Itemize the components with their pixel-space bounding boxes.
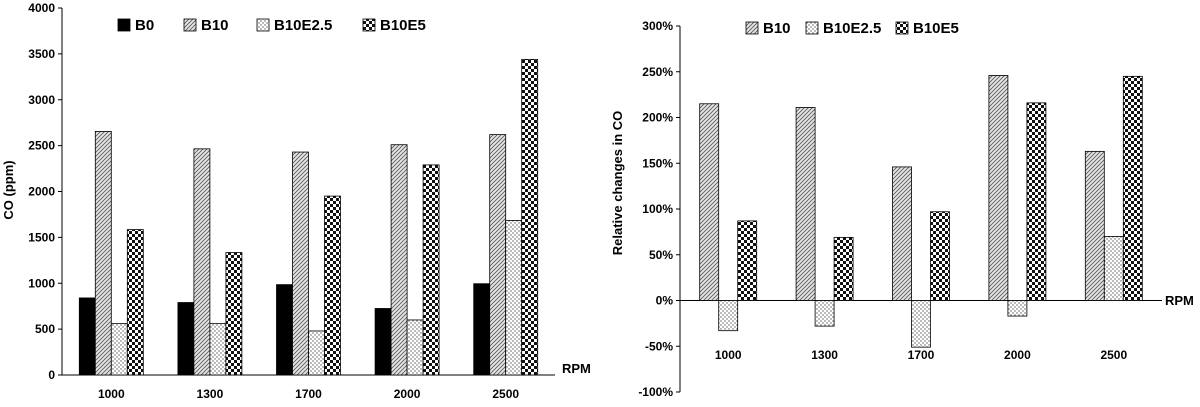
bar-b10e2-5-1300 — [814, 300, 835, 327]
bar-b10e2-5-1700 — [308, 330, 325, 376]
bar-b10-2500 — [1084, 150, 1105, 301]
bar-b10-2000 — [390, 144, 408, 376]
bar-b10e2-5-1700 — [911, 300, 931, 348]
left-x-axis-label: RPM — [562, 361, 591, 376]
y-tick-label: 50% — [649, 248, 673, 262]
legend-label-b10: B10 — [201, 17, 229, 34]
legend-label-b10e5: B10E5 — [913, 20, 959, 37]
bar-b10e5-2000 — [1026, 102, 1047, 301]
bar-b10e2-5-2500 — [505, 220, 523, 376]
x-tick-label: 2000 — [1004, 348, 1031, 362]
legend-swatch-b10e5 — [362, 18, 376, 32]
bar-b10-1000 — [699, 103, 720, 301]
bar-b0-2000 — [374, 308, 392, 376]
y-tick-label: 2500 — [28, 139, 55, 153]
bar-b10-1700 — [892, 166, 912, 301]
bar-b10e2-5-2000 — [1007, 300, 1028, 317]
y-tick-label: 300% — [642, 19, 673, 33]
bar-b10e5-2500 — [521, 58, 539, 376]
bar-b10e2-5-1000 — [110, 323, 128, 376]
bar-b10e2-5-2000 — [406, 319, 424, 376]
bar-b0-1300 — [177, 302, 195, 376]
y-tick-label: -100% — [638, 385, 673, 399]
bar-b10e5-1000 — [737, 220, 758, 301]
right-x-axis-label: RPM — [1165, 293, 1194, 308]
bar-b10e5-1300 — [225, 252, 243, 376]
y-tick-label: 500 — [35, 322, 55, 336]
y-tick-label: 150% — [642, 156, 673, 170]
y-tick-label: -50% — [645, 339, 673, 353]
legend-swatch-b0 — [117, 18, 131, 32]
bar-b10e5-2000 — [422, 164, 440, 376]
bar-b10e5-1000 — [126, 229, 144, 376]
bar-b10e2-5-1000 — [718, 300, 739, 332]
bar-b10e5-1700 — [324, 195, 341, 376]
y-tick-label: 250% — [642, 65, 673, 79]
x-tick-label: 1300 — [197, 387, 224, 401]
legend-label-b0: B0 — [135, 17, 154, 34]
bar-b0-2500 — [473, 283, 491, 376]
y-tick-label: 200% — [642, 111, 673, 125]
bar-b10e2-5-1300 — [209, 323, 227, 376]
legend-label-b10: B10 — [763, 20, 791, 37]
bar-b10-1300 — [795, 107, 816, 301]
bar-b10e5-1300 — [833, 236, 854, 301]
x-tick-label: 2500 — [1100, 348, 1127, 362]
x-tick-label: 1700 — [908, 348, 935, 362]
x-tick-label: 2000 — [394, 387, 421, 401]
left-y-axis-label: CO (ppm) — [1, 160, 16, 219]
co-ppm-chart: CO (ppm) RPM 0 500 1000 1500 2000 2500 3000 350… — [1, 1, 591, 401]
legend-swatch-b10e2-5 — [805, 21, 819, 35]
bar-b0-1700 — [276, 284, 293, 376]
x-tick-label: 1000 — [715, 348, 742, 362]
bar-b10-2000 — [988, 75, 1009, 301]
y-tick-label: 2000 — [28, 185, 55, 199]
x-tick-label: 1700 — [295, 387, 322, 401]
y-tick-label: 0 — [48, 368, 55, 382]
bar-b10-1300 — [193, 148, 211, 376]
legend-label-b10e5: B10E5 — [380, 17, 426, 34]
bar-b10e5-2500 — [1122, 75, 1143, 301]
bar-b10-2500 — [489, 134, 507, 376]
y-tick-label: 1500 — [28, 230, 55, 244]
y-tick-label: 0% — [656, 294, 674, 308]
x-tick-label: 1000 — [98, 387, 125, 401]
y-tick-label: 3500 — [28, 47, 55, 61]
legend-swatch-b10e5 — [895, 21, 909, 35]
bar-b0-1000 — [78, 297, 96, 376]
x-tick-label: 2500 — [492, 387, 519, 401]
relative-change-chart: Relative changes in CO RPM -100% -50% 0% 50… — [610, 19, 1194, 399]
x-tick-label: 1300 — [811, 348, 838, 362]
y-tick-label: 3000 — [28, 93, 55, 107]
legend-swatch-b10 — [183, 18, 197, 32]
y-tick-label: 4000 — [28, 1, 55, 15]
legend-swatch-b10e2-5 — [256, 18, 270, 32]
right-y-axis-label: Relative changes in CO — [610, 111, 625, 256]
bar-b10e5-1700 — [930, 211, 950, 301]
y-tick-label: 1000 — [28, 276, 55, 290]
y-tick-label: 100% — [642, 202, 673, 216]
bar-b10-1700 — [292, 151, 309, 376]
legend-label-b10e2-5: B10E2.5 — [823, 20, 881, 37]
bar-b10-1000 — [94, 131, 112, 376]
legend-swatch-b10 — [745, 21, 759, 35]
bar-b10e2-5-2500 — [1103, 236, 1124, 301]
legend-label-b10e2-5: B10E2.5 — [274, 17, 332, 34]
